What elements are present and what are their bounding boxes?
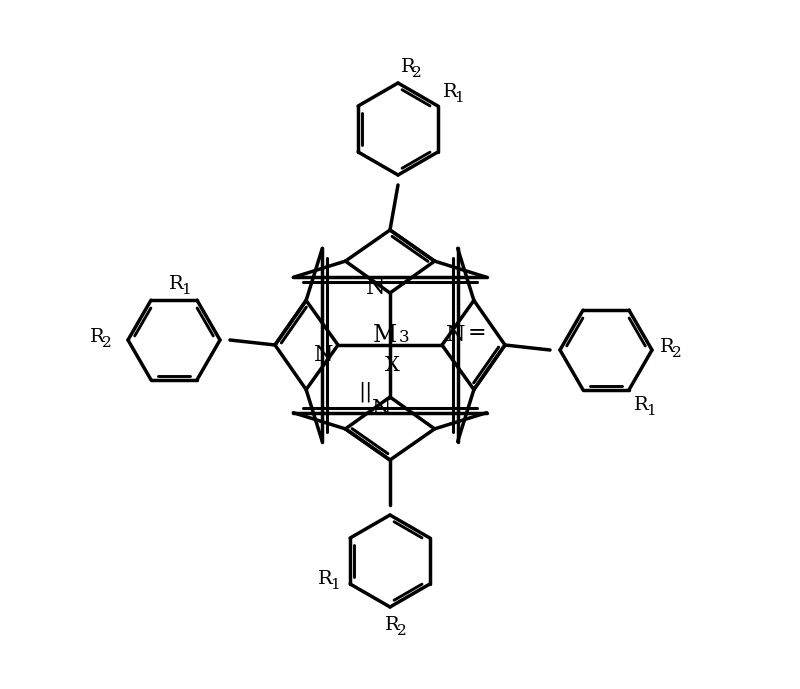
Text: 2: 2	[672, 346, 682, 360]
Text: N: N	[366, 277, 386, 299]
Text: R: R	[401, 58, 416, 76]
Text: R: R	[318, 570, 333, 588]
Text: 1: 1	[454, 91, 463, 105]
Text: 3: 3	[399, 329, 410, 346]
Text: 1: 1	[330, 578, 340, 592]
Text: R: R	[169, 275, 184, 293]
Text: R: R	[660, 338, 674, 356]
Text: M: M	[373, 324, 397, 347]
Text: 2: 2	[397, 624, 406, 638]
Text: R: R	[385, 616, 400, 634]
Text: =: =	[468, 322, 486, 344]
Text: N: N	[446, 324, 466, 346]
Text: R: R	[90, 328, 105, 346]
Text: R: R	[634, 396, 649, 414]
Text: ||: ||	[358, 382, 372, 402]
Text: 1: 1	[181, 283, 190, 297]
Text: 2: 2	[102, 336, 112, 350]
Text: X: X	[385, 356, 399, 375]
Text: R: R	[443, 83, 458, 101]
Text: 1: 1	[646, 404, 656, 418]
Text: 2: 2	[412, 66, 422, 80]
Text: N: N	[372, 398, 392, 420]
Text: N: N	[314, 344, 334, 366]
